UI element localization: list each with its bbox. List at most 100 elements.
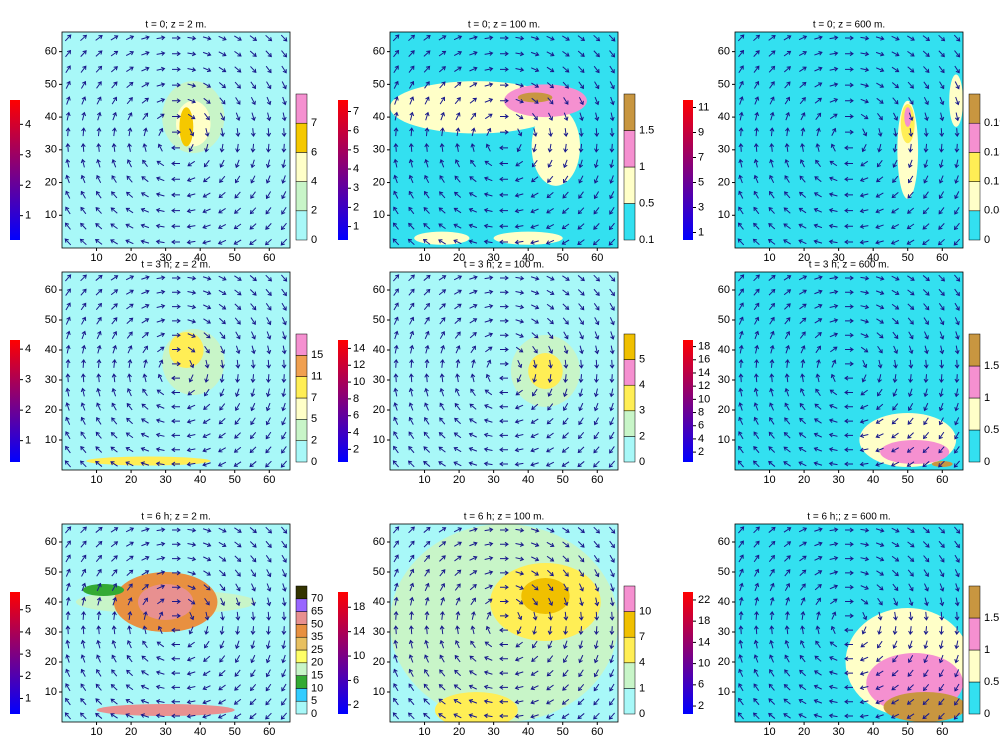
level-band bbox=[296, 152, 307, 181]
level-label: 1.5 bbox=[984, 612, 999, 624]
x-tick-label: 30 bbox=[160, 726, 172, 738]
contour-region bbox=[532, 107, 580, 186]
speed-tick-label: 6 bbox=[698, 420, 704, 432]
level-label: 1 bbox=[639, 682, 645, 694]
y-tick-label: 20 bbox=[718, 404, 730, 416]
level-label: 7 bbox=[639, 631, 645, 643]
speed-tick-label: 4 bbox=[25, 343, 31, 355]
level-label: 1.5 bbox=[984, 360, 999, 372]
level-label: 0.5 bbox=[639, 197, 654, 209]
x-tick-label: 10 bbox=[90, 726, 102, 738]
contour-region bbox=[83, 584, 124, 596]
y-tick-label: 30 bbox=[45, 144, 57, 156]
y-tick-label: 60 bbox=[718, 536, 730, 548]
y-tick-label: 30 bbox=[45, 626, 57, 638]
y-tick-label: 20 bbox=[373, 176, 385, 188]
contour-region bbox=[494, 232, 563, 245]
level-label: 1 bbox=[984, 392, 990, 404]
y-tick-label: 30 bbox=[718, 144, 730, 156]
x-tick-label: 60 bbox=[936, 474, 948, 486]
level-label: 15 bbox=[311, 349, 323, 361]
level-band bbox=[296, 182, 307, 211]
x-tick-label: 10 bbox=[90, 474, 102, 486]
level-label: 5 bbox=[311, 413, 317, 425]
x-tick-label: 10 bbox=[418, 252, 430, 264]
speed-colorbar bbox=[338, 592, 348, 714]
speed-tick-label: 10 bbox=[353, 650, 365, 662]
speed-colorbar bbox=[683, 100, 693, 240]
x-tick-label: 60 bbox=[591, 252, 603, 264]
level-label: 7 bbox=[311, 117, 317, 129]
level-label: 0 bbox=[311, 234, 317, 246]
level-label: 0.5 bbox=[984, 424, 999, 436]
speed-tick-label: 2 bbox=[25, 670, 31, 682]
speed-tick-label: 1 bbox=[25, 692, 31, 704]
level-band bbox=[624, 94, 635, 131]
level-label: 0 bbox=[984, 456, 990, 468]
plot-background bbox=[390, 32, 618, 248]
x-tick-label: 50 bbox=[902, 252, 914, 264]
contour-region bbox=[435, 692, 518, 728]
level-band bbox=[296, 586, 307, 599]
level-label: 35 bbox=[311, 631, 323, 643]
y-tick-label: 10 bbox=[373, 209, 385, 221]
level-label: 4 bbox=[639, 379, 645, 391]
y-tick-label: 50 bbox=[373, 78, 385, 90]
level-band bbox=[969, 366, 980, 398]
x-tick-label: 20 bbox=[798, 726, 810, 738]
contour-region bbox=[414, 232, 469, 245]
y-tick-label: 60 bbox=[45, 284, 57, 296]
level-label: 0.5 bbox=[984, 676, 999, 688]
speed-tick-label: 7 bbox=[698, 151, 704, 163]
x-tick-label: 50 bbox=[557, 252, 569, 264]
speed-tick-label: 6 bbox=[698, 679, 704, 691]
speed-colorbar bbox=[338, 340, 348, 462]
y-tick-label: 40 bbox=[718, 111, 730, 123]
level-band bbox=[969, 334, 980, 366]
x-tick-label: 20 bbox=[125, 252, 137, 264]
x-tick-label: 20 bbox=[125, 474, 137, 486]
level-band bbox=[296, 441, 307, 462]
speed-tick-label: 12 bbox=[353, 359, 365, 371]
panel: t = 3 h; z = 100 m.102030405060102030405… bbox=[338, 260, 645, 486]
contour-region bbox=[904, 107, 911, 127]
contour-region bbox=[521, 578, 569, 614]
x-tick-label: 40 bbox=[194, 474, 206, 486]
speed-colorbar bbox=[683, 340, 693, 462]
speed-tick-label: 6 bbox=[353, 125, 359, 137]
speed-tick-label: 2 bbox=[25, 179, 31, 191]
speed-tick-label: 10 bbox=[353, 376, 365, 388]
x-tick-label: 10 bbox=[90, 252, 102, 264]
x-tick-label: 30 bbox=[833, 474, 845, 486]
level-band bbox=[624, 436, 635, 462]
level-band bbox=[969, 682, 980, 714]
y-tick-label: 40 bbox=[45, 344, 57, 356]
speed-tick-label: 10 bbox=[698, 658, 710, 670]
level-label: 0 bbox=[639, 708, 645, 720]
speed-colorbar bbox=[10, 592, 20, 714]
level-label: 1 bbox=[984, 644, 990, 656]
x-tick-label: 20 bbox=[125, 726, 137, 738]
contour-region bbox=[528, 353, 563, 389]
figure: t = 0; z = 2 m.1020304050601020304050600… bbox=[0, 0, 1000, 742]
x-tick-label: 10 bbox=[763, 474, 775, 486]
speed-tick-label: 2 bbox=[698, 700, 704, 712]
level-band bbox=[624, 411, 635, 437]
level-band bbox=[969, 398, 980, 430]
x-tick-label: 20 bbox=[453, 474, 465, 486]
y-tick-label: 60 bbox=[45, 536, 57, 548]
x-tick-label: 60 bbox=[263, 726, 275, 738]
x-tick-label: 10 bbox=[763, 252, 775, 264]
level-label: 65 bbox=[311, 606, 323, 618]
y-tick-label: 60 bbox=[373, 284, 385, 296]
speed-tick-label: 7 bbox=[353, 105, 359, 117]
y-tick-label: 30 bbox=[373, 144, 385, 156]
level-band bbox=[624, 204, 635, 241]
speed-tick-label: 6 bbox=[353, 410, 359, 422]
x-tick-label: 60 bbox=[936, 726, 948, 738]
panel-title: t = 6 h; z = 2 m. bbox=[141, 512, 210, 523]
level-label: 0 bbox=[984, 708, 990, 720]
level-band bbox=[624, 612, 635, 638]
level-label: 0.1 bbox=[639, 234, 654, 246]
y-tick-label: 30 bbox=[718, 374, 730, 386]
